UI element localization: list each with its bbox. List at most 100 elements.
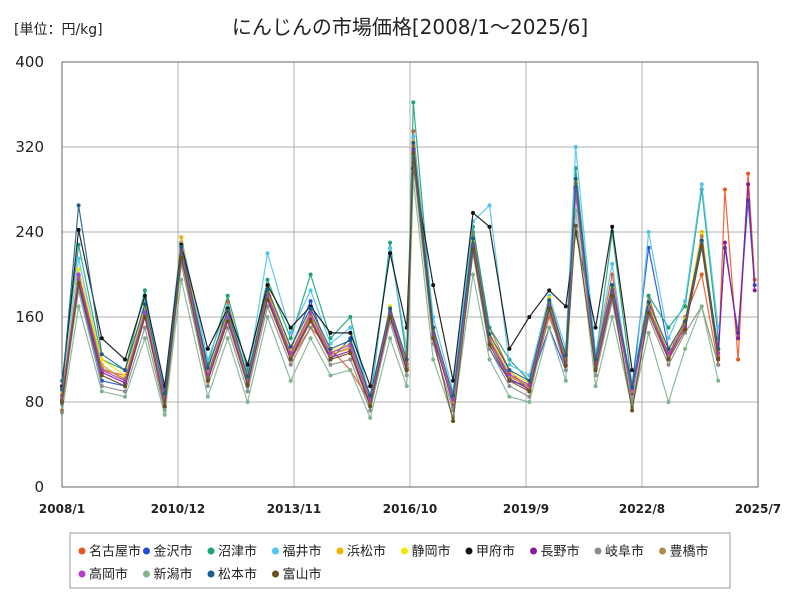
data-point [666,400,671,404]
series-新潟市 [60,176,721,420]
data-point [573,223,578,228]
data-point [205,384,210,389]
data-point [666,351,671,356]
data-point [179,244,184,249]
data-point [99,352,104,357]
plot-frame [61,61,759,488]
data-point [610,283,615,288]
legend-marker [207,547,215,555]
data-point [205,394,210,399]
data-point [563,304,568,309]
data-point [610,261,615,266]
data-point [610,293,615,298]
data-point [593,325,598,330]
data-point [630,385,635,390]
data-point [368,404,373,409]
data-point [746,182,751,187]
data-point [683,327,688,332]
y-tick-label: 320 [15,138,44,156]
data-point [507,368,512,373]
data-point [573,145,578,149]
legend-item: 金沢市 [143,544,193,560]
series-line [61,136,719,403]
data-point [451,378,456,383]
data-point [411,151,416,156]
series-line [61,151,719,403]
legend-item: 高岡市 [78,567,128,583]
data-point [722,187,727,192]
data-point [288,357,293,362]
data-point [245,362,250,367]
data-point [308,288,313,293]
data-point [225,319,230,324]
legend-label: 富山市 [283,567,322,583]
legend-label: 浜松市 [347,544,386,560]
data-point [368,384,373,389]
legend-item: 豊橋市 [659,544,709,560]
data-point [593,384,598,389]
data-point [328,351,333,356]
data-point [487,203,492,208]
data-point [348,330,353,335]
data-point [699,182,704,187]
data-point [471,247,475,251]
legend-label: 新潟市 [154,567,193,583]
data-point [646,330,651,335]
data-point [699,234,704,239]
legend-marker [465,547,473,555]
legend-item: 新潟市 [143,567,193,583]
data-point [288,344,293,349]
data-point [245,400,250,404]
legend-item: 浜松市 [336,544,386,560]
data-point [308,306,313,311]
legend-marker [659,547,666,555]
data-point [507,372,512,377]
legend-label: 松本市 [218,567,257,583]
unit-label: [単位：円/kg] [14,22,103,38]
data-point [142,310,147,315]
data-point [451,393,456,398]
data-point [487,224,492,229]
series-甲府市 [60,166,635,389]
data-point [348,368,353,373]
legend-marker [272,570,279,578]
data-point [245,383,250,387]
data-point [487,332,492,336]
data-point [573,208,578,213]
data-point [388,336,393,341]
data-point [752,288,757,293]
data-point [265,298,270,302]
x-tick-label: 2010/12 [151,502,205,516]
data-point [76,203,81,208]
data-point [487,342,492,347]
legend-label: 岐阜市 [605,544,644,560]
data-point [388,245,393,250]
series-富山市 [60,151,721,424]
data-point [507,362,512,367]
data-point [76,304,81,309]
legend-item: 甲府市 [465,544,515,560]
data-point [99,336,104,341]
data-point [666,336,671,341]
data-point [610,315,615,319]
data-point [411,129,416,134]
data-point [328,362,333,367]
data-point [76,256,81,261]
series-福井市 [60,134,721,404]
data-point [179,235,184,240]
data-point [699,272,704,277]
data-point [348,315,353,319]
series-line [61,141,719,403]
data-point [666,325,671,330]
data-point [547,288,552,293]
legend-marker [336,547,344,555]
legend-item: 福井市 [272,544,322,560]
data-point [646,300,651,305]
data-point [288,336,293,341]
y-tick-label: 160 [15,308,44,326]
data-point [225,315,230,319]
data-point [328,357,333,362]
data-point [451,397,456,402]
data-point [368,415,373,420]
